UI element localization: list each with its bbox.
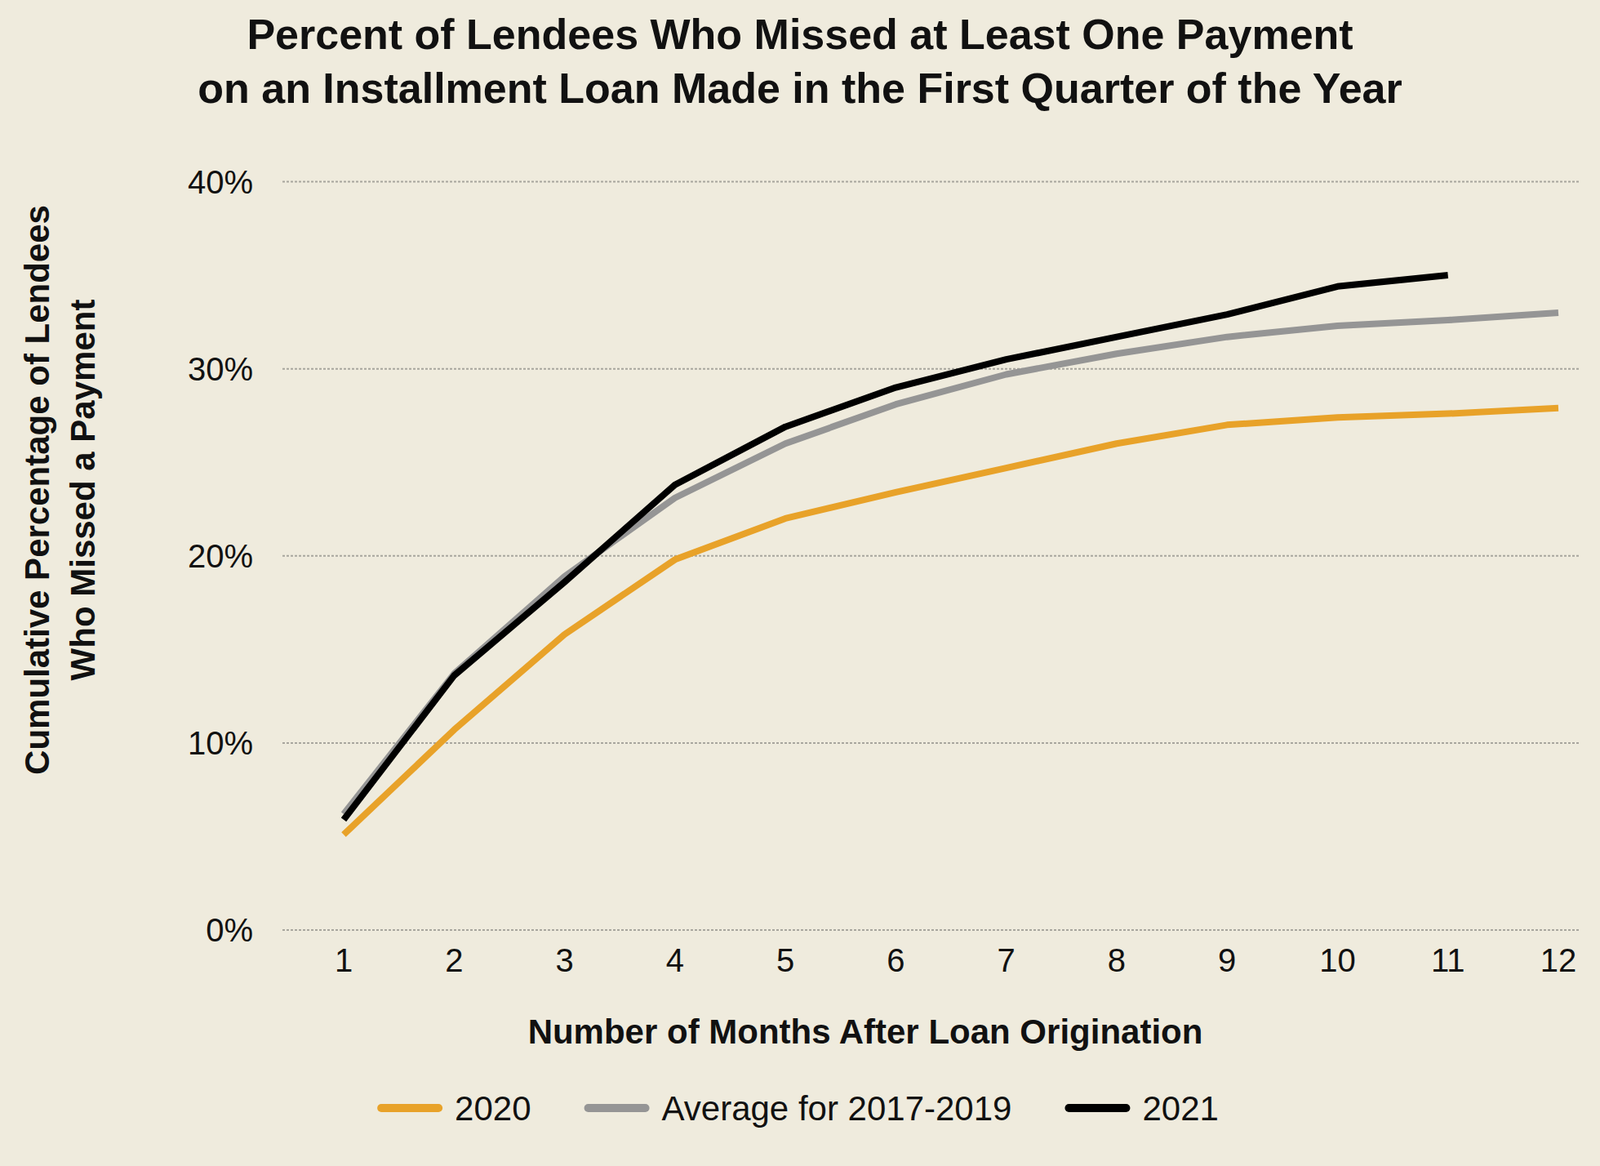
legend-item: 2020 — [381, 1088, 531, 1128]
legend-label: 2021 — [1142, 1088, 1218, 1128]
title-line: on an Installment Loan Made in the First… — [197, 64, 1403, 112]
x-tick-label: 5 — [776, 942, 795, 978]
chart-root: Percent of Lendees Who Missed at Least O… — [0, 0, 1600, 1166]
x-tick-label: 7 — [997, 942, 1016, 978]
series-line — [343, 312, 1559, 814]
grid-line — [282, 928, 1579, 931]
y-tick-label: 20% — [187, 537, 254, 574]
x-tick-label: 3 — [555, 942, 574, 978]
chart: Percent of Lendees Who Missed at Least O… — [0, 0, 1600, 1166]
legend-swatch — [588, 1103, 646, 1112]
legend: 2020 Average for 2017-2019 2021 — [381, 1088, 1219, 1128]
x-tick-label: 2 — [444, 942, 463, 978]
grid-line — [282, 742, 1579, 744]
title-line: Percent of Lendees Who Missed at Least O… — [246, 10, 1353, 58]
y-tick-label: 10% — [187, 724, 254, 761]
x-tick-label: 10 — [1319, 942, 1356, 978]
y-tick-label: 0% — [205, 911, 254, 948]
x-tick-label: 1 — [334, 942, 353, 978]
x-axis-title: Number of Months After Loan Origination — [528, 1012, 1204, 1051]
y-axis-title-line: Who Missed a Payment — [63, 299, 103, 681]
plot-area — [343, 275, 1559, 835]
background — [0, 0, 1600, 1166]
grid-line — [282, 555, 1579, 557]
x-tick-label: 9 — [1217, 942, 1236, 978]
title: Percent of Lendees Who Missed at Least O… — [197, 10, 1403, 112]
grid-line — [282, 368, 1579, 370]
y-tick-label: 30% — [187, 351, 254, 387]
x-tick-label: 4 — [666, 942, 685, 978]
x-tick-label: 6 — [886, 942, 905, 978]
x-tick-label: 8 — [1107, 942, 1126, 978]
legend-item: 2021 — [1068, 1088, 1218, 1128]
series-line — [343, 275, 1449, 820]
y-tick-label: 40% — [187, 164, 254, 200]
y-axis-title-line: Cumulative Percentage of Lendees — [17, 204, 57, 775]
x-tick-label: 12 — [1540, 942, 1578, 978]
legend-swatch — [1068, 1103, 1126, 1112]
legend-swatch — [381, 1103, 439, 1112]
legend-item: Average for 2017-2019 — [588, 1088, 1013, 1128]
legend-label: 2020 — [454, 1088, 531, 1128]
series-line — [343, 408, 1559, 835]
grid-line — [282, 181, 1579, 183]
y-axis-title: Cumulative Percentage of LendeesWho Miss… — [17, 204, 103, 775]
legend-label: Average for 2017-2019 — [662, 1088, 1013, 1128]
x-tick-label: 11 — [1431, 942, 1466, 978]
